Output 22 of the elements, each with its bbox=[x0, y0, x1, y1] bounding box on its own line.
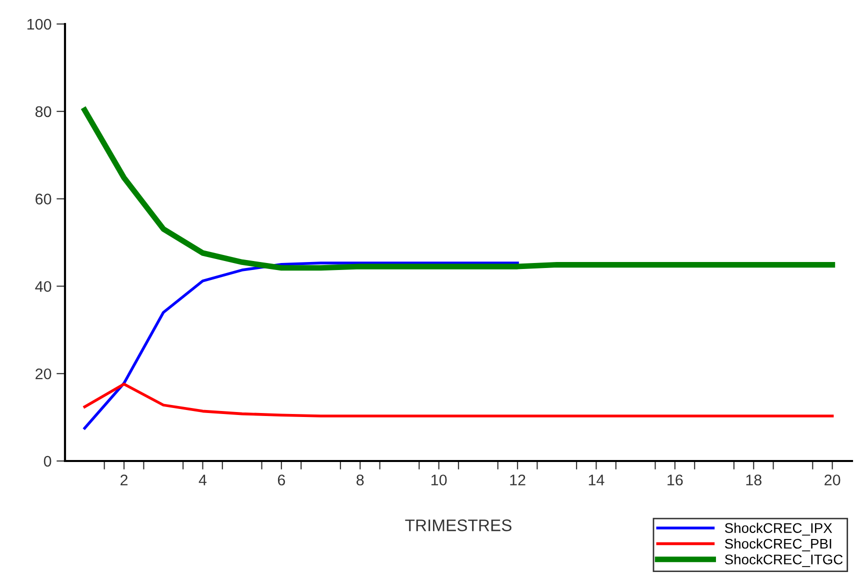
x-tick-label: 20 bbox=[824, 474, 840, 486]
y-tick-label: 40 bbox=[35, 281, 52, 292]
line-series bbox=[83, 262, 519, 430]
legend-label: ShockCREC_IPX bbox=[724, 522, 832, 536]
x-tick-label: 14 bbox=[588, 474, 604, 486]
y-tick-label: 80 bbox=[35, 106, 52, 118]
x-tick-label: 2 bbox=[120, 474, 128, 486]
y-tick-label: 60 bbox=[36, 194, 52, 204]
x-tick-label: 16 bbox=[668, 474, 683, 486]
x-tick-label: 8 bbox=[356, 474, 364, 486]
x-tick-label: 6 bbox=[278, 474, 285, 486]
y-tick-label: 20 bbox=[36, 368, 52, 380]
y-tick-label: 0 bbox=[44, 456, 52, 467]
x-tick-label: 12 bbox=[510, 474, 526, 486]
line-series bbox=[83, 382, 834, 418]
legend-label: ShockCREC_ITGC bbox=[724, 554, 843, 568]
y-tick-label: 100 bbox=[27, 18, 52, 30]
legend-label: ShockCREC_PBI bbox=[724, 538, 832, 552]
x-tick-label: 18 bbox=[746, 474, 762, 486]
x-tick-label: 4 bbox=[198, 474, 207, 486]
x-tick-label: 10 bbox=[431, 474, 447, 486]
x-axis-title: TRIMESTRES bbox=[405, 519, 512, 532]
